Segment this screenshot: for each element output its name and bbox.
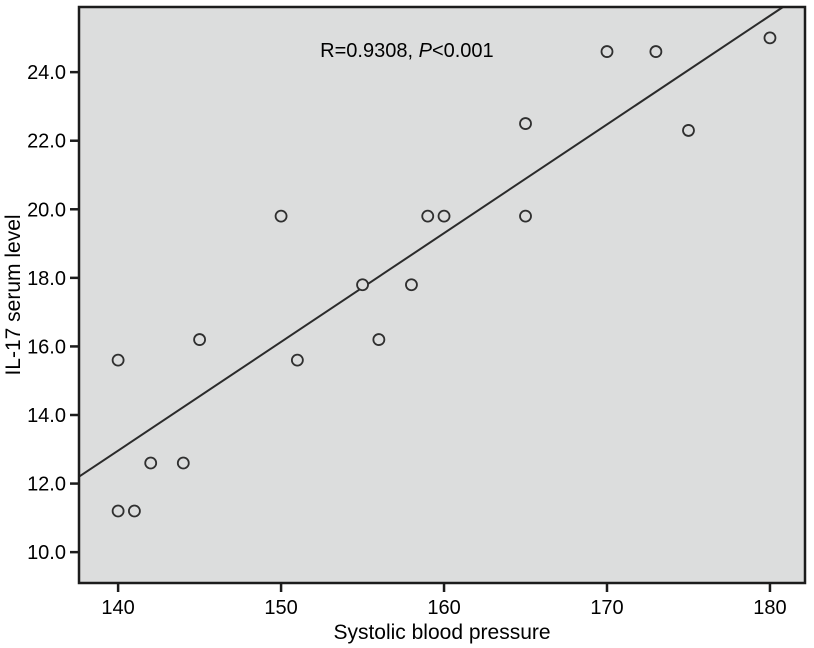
regression-line-layer <box>78 6 784 478</box>
y-tick-label: 14.0 <box>27 405 66 427</box>
y-tick-label: 10.0 <box>27 542 66 564</box>
plot-frame-layer <box>77 5 807 585</box>
data-point-marker <box>682 124 695 137</box>
data-point-marker <box>111 504 125 518</box>
axis-ticks-layer <box>70 70 772 592</box>
correlation-annotation: R=0.9308, P<0.001 <box>320 40 494 62</box>
data-point-marker <box>519 117 532 130</box>
y-tick-label: 24.0 <box>27 62 66 84</box>
data-point-marker <box>356 278 369 292</box>
data-point-marker <box>193 333 206 346</box>
data-point-marker <box>274 209 288 223</box>
data-point-marker <box>111 353 125 367</box>
y-tick-label: 12.0 <box>27 474 66 496</box>
data-point-marker <box>763 31 777 45</box>
data-point-marker <box>437 209 451 223</box>
y-tick-label: 16.0 <box>27 336 66 358</box>
data-point-marker <box>128 504 141 518</box>
data-point-marker <box>144 456 158 470</box>
data-point-marker <box>649 45 663 58</box>
tick-labels-layer: 140 150 160 170 180 10.0 12.0 14.0 16.0 18.0 20.0 2… <box>27 62 787 619</box>
plot-background-layer <box>79 7 805 583</box>
plot-frame <box>77 5 807 585</box>
data-point-marker <box>600 45 614 58</box>
data-point-marker <box>405 278 418 292</box>
y-tick-label: 18.0 <box>27 268 66 290</box>
y-tick-label: 20.0 <box>27 199 66 221</box>
plot-background <box>79 7 805 583</box>
regression-line <box>78 6 784 478</box>
data-points-layer <box>111 31 777 518</box>
x-tick-label: 140 <box>101 597 134 619</box>
data-point-marker <box>519 209 532 223</box>
x-tick-label: 150 <box>264 597 297 619</box>
x-tick-label: 160 <box>427 597 460 619</box>
data-point-marker <box>372 333 386 346</box>
x-tick-label: 180 <box>753 597 786 619</box>
data-point-marker <box>176 456 190 470</box>
x-tick-label: 170 <box>590 597 623 619</box>
data-point-marker <box>290 353 304 367</box>
data-point-marker <box>421 209 435 223</box>
x-axis-title: Systolic blood pressure <box>333 621 550 644</box>
y-tick-label: 22.0 <box>27 131 66 153</box>
y-axis-title: IL-17 serum level <box>2 214 25 375</box>
